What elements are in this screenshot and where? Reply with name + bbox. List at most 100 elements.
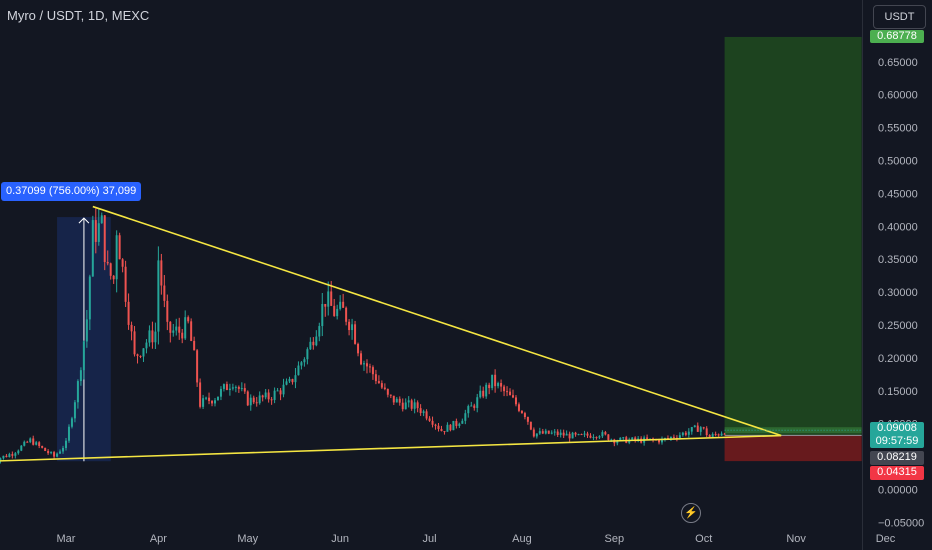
y-tick-label: 0.15000 xyxy=(878,386,918,398)
x-tick-label: Mar xyxy=(57,533,76,545)
candle-body xyxy=(634,437,637,441)
candle-body xyxy=(488,384,491,389)
candle-body xyxy=(637,438,640,441)
candle-body xyxy=(556,431,559,435)
candle-body xyxy=(214,400,216,404)
candle-body xyxy=(160,260,163,286)
candle-body xyxy=(315,336,318,346)
candle-body xyxy=(309,341,312,350)
measure-arrow-head xyxy=(78,217,90,224)
candle-body xyxy=(261,395,264,398)
candle-body xyxy=(565,433,568,436)
candle-body xyxy=(506,391,509,393)
candle-body xyxy=(428,418,431,421)
candle-body xyxy=(208,397,211,401)
candle-body xyxy=(23,441,26,446)
candle-body xyxy=(327,291,330,307)
candle-body xyxy=(148,330,151,343)
candle-body xyxy=(377,381,380,384)
candle-body xyxy=(303,359,306,363)
candle-body xyxy=(0,458,2,462)
candle-body xyxy=(467,406,470,414)
candle-body xyxy=(38,442,41,446)
y-tick-label: 0.20000 xyxy=(878,353,918,365)
candle-body xyxy=(365,363,368,367)
candle-body xyxy=(503,386,506,392)
candle-body xyxy=(440,429,443,432)
candle-body xyxy=(509,391,512,396)
candle-body xyxy=(583,433,586,435)
candle-body xyxy=(184,317,187,339)
candle-body xyxy=(202,398,205,407)
candle-body xyxy=(26,441,29,443)
symbol-title: Myro / USDT, 1D, MEXC xyxy=(7,8,150,23)
candle-body xyxy=(41,445,44,448)
x-tick-label: Nov xyxy=(786,533,806,545)
candle-body xyxy=(514,397,517,405)
candle-body xyxy=(544,430,547,434)
candle-body xyxy=(255,402,258,404)
candle-body xyxy=(607,434,610,440)
candle-body xyxy=(452,420,455,431)
candle-body xyxy=(225,384,228,391)
candle-body xyxy=(47,450,50,454)
candle-body xyxy=(574,432,577,435)
candle-body xyxy=(231,387,234,389)
candle-body xyxy=(416,402,419,409)
candle-body xyxy=(127,301,130,325)
candle-body xyxy=(717,434,720,436)
lightning-icon[interactable]: ⚡ xyxy=(681,503,701,523)
candle-body xyxy=(538,431,541,434)
candle-body xyxy=(547,430,550,434)
candle-body xyxy=(386,389,389,395)
candle-body xyxy=(672,436,675,438)
candle-body xyxy=(139,355,142,357)
y-tick-label: −0.05000 xyxy=(878,517,924,529)
measure-label: 0.37099 (756.00%) 37,099 xyxy=(1,182,142,201)
candle-body xyxy=(76,381,79,403)
candle-body xyxy=(714,433,717,435)
candle-body xyxy=(449,424,452,431)
candle-body xyxy=(693,425,696,428)
profit-zone xyxy=(724,36,862,436)
candle-body xyxy=(711,433,714,437)
candle-body xyxy=(136,354,139,356)
candle-body xyxy=(541,431,544,434)
candle-body xyxy=(288,379,291,382)
candle-body xyxy=(258,395,261,404)
candle-body xyxy=(163,285,166,301)
candle-body xyxy=(708,435,711,437)
candle-body xyxy=(2,455,5,459)
candle-body xyxy=(285,381,288,385)
candle-body xyxy=(8,454,11,458)
candle-body xyxy=(172,330,175,333)
candle-body xyxy=(604,432,607,435)
position-pnl-band xyxy=(724,427,862,434)
candle-body xyxy=(684,432,687,435)
candle-body xyxy=(312,341,315,346)
candle-body xyxy=(157,260,160,332)
currency-selector[interactable]: USDT xyxy=(873,5,926,29)
candle-body xyxy=(345,307,348,322)
candle-body xyxy=(580,434,583,436)
candle-body xyxy=(166,300,169,322)
y-tick-label: 0.35000 xyxy=(878,254,918,266)
y-tick-label: 0.45000 xyxy=(878,188,918,200)
candle-body xyxy=(658,439,661,443)
candle-body xyxy=(380,383,383,388)
candle-body xyxy=(443,431,446,433)
candle-body xyxy=(294,375,297,383)
candle-body xyxy=(151,330,154,343)
candle-body xyxy=(461,420,464,424)
candle-body xyxy=(324,303,327,307)
candle-body xyxy=(53,452,56,457)
candle-body xyxy=(681,432,684,436)
candle-body xyxy=(118,235,121,260)
y-tick-label: 0.40000 xyxy=(878,221,918,233)
candle-body xyxy=(339,301,342,309)
candle-body xyxy=(65,440,67,448)
candle-body xyxy=(44,447,47,451)
candle-body xyxy=(267,392,270,400)
candle-body xyxy=(720,433,723,436)
